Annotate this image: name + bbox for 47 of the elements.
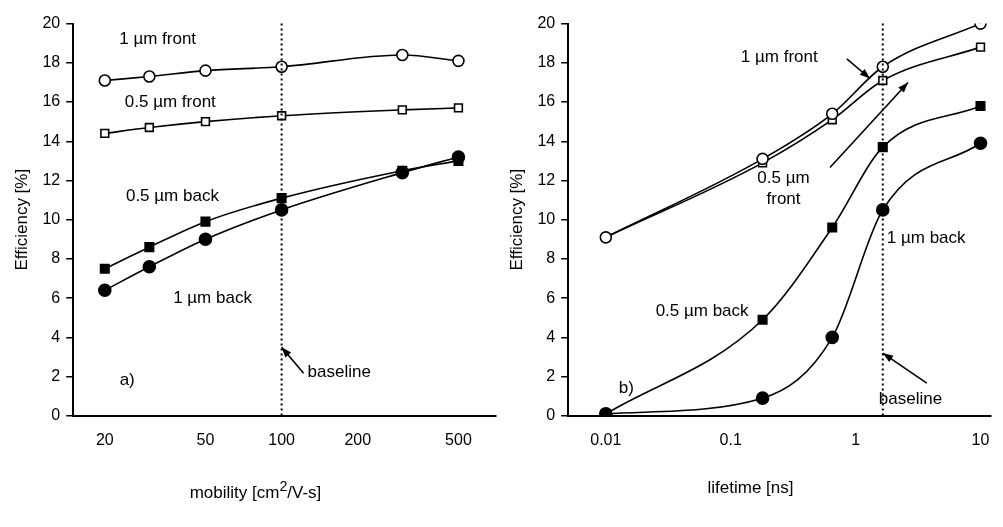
y-tick-label: 0	[546, 406, 556, 424]
y-tick-label: 4	[546, 327, 556, 345]
x-tick-label: 10	[971, 430, 990, 448]
x-tick-label: 0.01	[590, 430, 622, 448]
y-tick-label: 2	[546, 366, 556, 384]
series-label: 0.5 µm back	[125, 185, 220, 205]
y-tick-label: 8	[51, 249, 61, 267]
y-tick-label: 4	[51, 327, 61, 345]
y-tick-label: 14	[42, 131, 61, 149]
y-tick-label: 20	[42, 14, 61, 32]
annotation: baseline	[307, 361, 371, 381]
series-label: 1 µm front	[119, 28, 197, 48]
y-tick-label: 6	[51, 288, 61, 306]
annotation: b)	[618, 378, 634, 398]
series-label: 1 µm back	[173, 287, 253, 307]
legend-label: 1 µm front	[740, 47, 819, 67]
y-tick-label: 10	[537, 210, 556, 228]
y-tick-label: 18	[537, 53, 556, 71]
series-label: 0.5 µm front	[124, 91, 217, 111]
y-tick-label: 8	[546, 249, 556, 267]
y-tick-label: 0	[51, 406, 61, 424]
x-tick-label: 0.1	[719, 430, 742, 448]
y-axis-title: Efficiency [%]	[506, 168, 526, 271]
series-label: 0.5 µm front	[757, 168, 810, 209]
y-tick-label: 12	[537, 170, 556, 188]
series-label: 1 µm back	[886, 227, 967, 247]
x-tick-label: 500	[445, 430, 472, 448]
y-tick-label: 16	[42, 92, 61, 110]
x-tick-label: 1	[851, 430, 861, 448]
y-tick-label: 18	[42, 53, 61, 71]
x-axis-title: mobility [cm$^{2}$/V-s]	[188, 478, 323, 503]
series-label: 0.5 µm back	[655, 301, 750, 321]
x-tick-label: 200	[344, 430, 372, 448]
x-tick-label: 50	[196, 430, 215, 448]
x-axis-title: lifetime [ns]	[706, 478, 795, 498]
x-tick-label: 20	[95, 430, 114, 448]
x-tick-label: 100	[268, 430, 296, 448]
y-tick-label: 12	[42, 170, 61, 188]
y-tick-label: 14	[537, 131, 556, 149]
y-tick-label: 16	[537, 92, 556, 110]
annotation: baseline	[878, 388, 943, 408]
y-tick-label: 6	[546, 288, 556, 306]
y-axis-title: Efficiency [%]	[11, 168, 31, 271]
y-tick-label: 20	[537, 14, 556, 32]
y-tick-label: 2	[51, 366, 61, 384]
y-tick-label: 10	[42, 210, 61, 228]
annotation: a)	[119, 370, 135, 390]
